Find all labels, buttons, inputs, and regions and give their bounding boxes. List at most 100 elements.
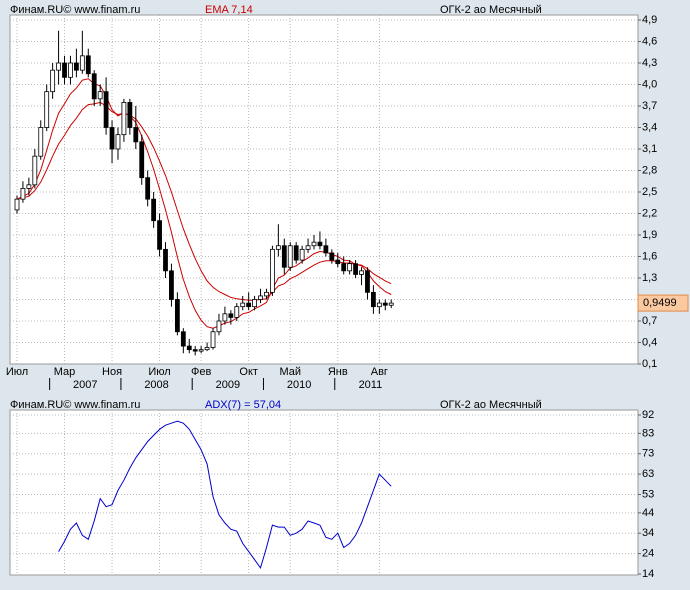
candle-body bbox=[151, 198, 157, 222]
candle-body bbox=[145, 177, 151, 200]
x-tick-label: Мар bbox=[54, 366, 76, 378]
candle-body bbox=[317, 241, 323, 247]
candle-body bbox=[341, 263, 347, 272]
candle-body bbox=[382, 302, 388, 306]
y-tick-label: 1,6 bbox=[642, 250, 657, 262]
y-tick-label: 83 bbox=[642, 427, 654, 439]
x-tick-label: Янв bbox=[328, 366, 348, 378]
candle-body bbox=[139, 141, 145, 179]
y-tick-label: 4,0 bbox=[642, 78, 657, 90]
candle-body bbox=[329, 252, 335, 261]
y-tick-label: 0,7 bbox=[642, 315, 657, 327]
y-tick-label: 73 bbox=[642, 448, 654, 460]
candle-body bbox=[91, 73, 97, 100]
ema-line bbox=[16, 78, 392, 329]
y-tick-label: 3,7 bbox=[642, 100, 657, 112]
ema-line bbox=[16, 101, 392, 301]
candle-body bbox=[258, 295, 263, 300]
candle-body bbox=[246, 302, 252, 308]
candle-body bbox=[133, 127, 139, 143]
y-tick-label: 24 bbox=[642, 548, 654, 560]
y-tick-label: 3,1 bbox=[642, 143, 657, 155]
candle-body bbox=[198, 349, 204, 352]
candle-body bbox=[44, 91, 50, 128]
y-tick-label: 2,2 bbox=[642, 207, 657, 219]
source: Финам.RU© www.finam.ru bbox=[10, 4, 140, 16]
y-tick-label: 92 bbox=[642, 409, 654, 421]
y-tick-label: 1,9 bbox=[642, 229, 657, 241]
last-price-box bbox=[637, 294, 689, 312]
candle-body bbox=[103, 91, 109, 128]
candle-body bbox=[97, 91, 103, 100]
x-tick-label: Фев bbox=[191, 366, 211, 378]
candle-body bbox=[26, 184, 32, 189]
y-tick-label: 0,4 bbox=[642, 336, 657, 348]
candle-body bbox=[234, 306, 240, 318]
candle-body bbox=[335, 259, 341, 265]
y-tick-label: 2,5 bbox=[642, 186, 657, 198]
candle-body bbox=[323, 245, 329, 254]
candle-body bbox=[74, 62, 79, 71]
y-tick-label: 63 bbox=[642, 468, 654, 480]
y-tick-label: 4,3 bbox=[642, 57, 657, 69]
y-tick-label: 34 bbox=[642, 527, 654, 539]
candle-body bbox=[109, 127, 115, 150]
y-tick-label: 3,4 bbox=[642, 121, 657, 133]
candle-body bbox=[359, 270, 364, 275]
indicator: EMA 7,14 bbox=[205, 4, 253, 16]
y-tick-label: 4,9 bbox=[642, 14, 657, 26]
x-tick-label: Авг bbox=[371, 366, 388, 378]
y-tick-label: 2,8 bbox=[642, 164, 657, 176]
candle-body bbox=[293, 245, 299, 261]
candle-body bbox=[210, 331, 216, 348]
candle-body bbox=[121, 102, 127, 136]
year-label: 2010 bbox=[287, 379, 311, 391]
candle-body bbox=[180, 331, 186, 347]
candle-body bbox=[62, 62, 67, 78]
adx-line bbox=[58, 420, 392, 570]
candle-body bbox=[14, 198, 20, 211]
y-tick-label: 53 bbox=[642, 488, 654, 500]
candle-body bbox=[204, 347, 210, 351]
candle-body bbox=[163, 248, 168, 272]
candle-body bbox=[275, 245, 281, 250]
candle-body bbox=[388, 302, 394, 306]
y-tick-label: 14 bbox=[642, 568, 654, 580]
candle-body bbox=[305, 245, 311, 250]
candle-body bbox=[222, 313, 228, 322]
candle-body bbox=[281, 245, 287, 268]
last-price-label: 0,9499 bbox=[643, 297, 677, 309]
candle-body bbox=[311, 241, 317, 247]
y-tick-label: 4,6 bbox=[642, 35, 657, 47]
instrument: ОГК-2 ао Месячный bbox=[440, 399, 542, 411]
candle-body bbox=[56, 62, 61, 71]
candle-body bbox=[38, 127, 44, 157]
candle-body bbox=[174, 299, 180, 333]
price-panel bbox=[9, 14, 639, 365]
candle-body bbox=[20, 188, 26, 200]
candle-body bbox=[264, 291, 269, 297]
candle-body bbox=[157, 220, 162, 250]
candle-body bbox=[347, 263, 353, 272]
candle-body bbox=[370, 291, 376, 308]
candle-body bbox=[216, 320, 222, 333]
candle-body bbox=[228, 313, 234, 318]
x-tick-label: Июл bbox=[148, 366, 170, 378]
candle-body bbox=[252, 299, 258, 308]
candle-body bbox=[376, 302, 382, 308]
y-tick-label: 44 bbox=[642, 507, 654, 519]
candle-body bbox=[79, 55, 85, 71]
indicator: ADX(7) = 57,04 bbox=[205, 399, 281, 411]
year-label: 2011 bbox=[359, 379, 383, 391]
candle-body bbox=[186, 345, 192, 351]
source: Финам.RU© www.finam.ru bbox=[10, 399, 140, 411]
candle-body bbox=[127, 102, 133, 128]
x-tick-label: Май bbox=[279, 366, 301, 378]
candle-body bbox=[68, 62, 73, 78]
candle-body bbox=[353, 263, 358, 275]
candle-body bbox=[270, 248, 275, 293]
candle-body bbox=[240, 302, 246, 308]
x-tick-label: Июл bbox=[6, 366, 28, 378]
candle-body bbox=[192, 349, 198, 352]
